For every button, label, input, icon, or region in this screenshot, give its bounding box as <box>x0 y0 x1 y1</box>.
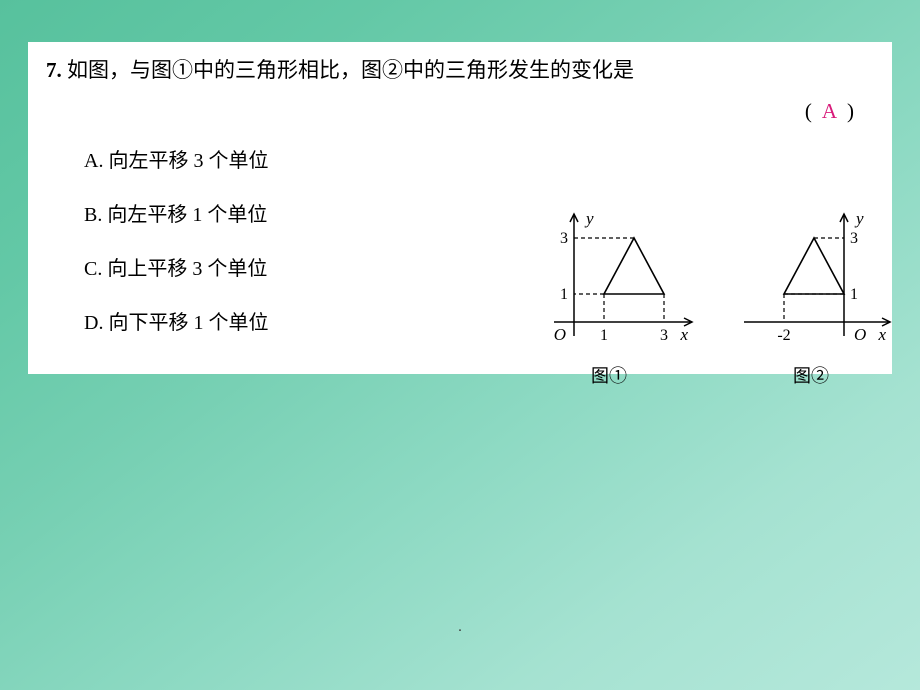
figure-1-col: x y O 1 3 1 3 图① <box>514 204 704 404</box>
svg-text:-2: -2 <box>777 327 790 344</box>
paren-open: ( <box>805 99 812 124</box>
figure-2-col: x y O -2 1 3 图② <box>726 204 896 404</box>
answer-letter: A <box>812 99 847 124</box>
question-card: 7. 如图，与图①中的三角形相比，图②中的三角形发生的变化是 ( A ) A. … <box>28 42 892 374</box>
svg-text:x: x <box>877 325 886 344</box>
paren-close: ) <box>847 99 854 124</box>
svg-text:1: 1 <box>850 286 858 303</box>
figure-2-label: 图② <box>793 362 829 388</box>
option-a: A. 向左平移 3 个单位 <box>84 134 874 188</box>
svg-text:1: 1 <box>560 286 568 303</box>
svg-text:O: O <box>554 325 566 344</box>
question-text: 7. 如图，与图①中的三角形相比，图②中的三角形发生的变化是 <box>46 58 874 83</box>
figure-1-label: 图① <box>591 362 627 388</box>
figure-2-svg: x y O -2 1 3 <box>726 204 896 354</box>
svg-text:3: 3 <box>850 230 858 247</box>
svg-text:y: y <box>584 209 594 228</box>
svg-text:3: 3 <box>560 230 568 247</box>
svg-text:O: O <box>854 325 866 344</box>
svg-text:x: x <box>679 325 688 344</box>
footer-dot: . <box>458 619 462 636</box>
svg-text:y: y <box>854 209 864 228</box>
question-number: 7. <box>46 58 62 82</box>
figures-row: x y O 1 3 1 3 图① x y O -2 1 3 图② <box>514 204 908 404</box>
figure-1-svg: x y O 1 3 1 3 <box>514 204 704 354</box>
answer-row: ( A ) <box>46 99 874 124</box>
svg-text:1: 1 <box>600 327 608 344</box>
svg-text:3: 3 <box>660 327 668 344</box>
question-body: 如图，与图①中的三角形相比，图②中的三角形发生的变化是 <box>67 58 634 82</box>
